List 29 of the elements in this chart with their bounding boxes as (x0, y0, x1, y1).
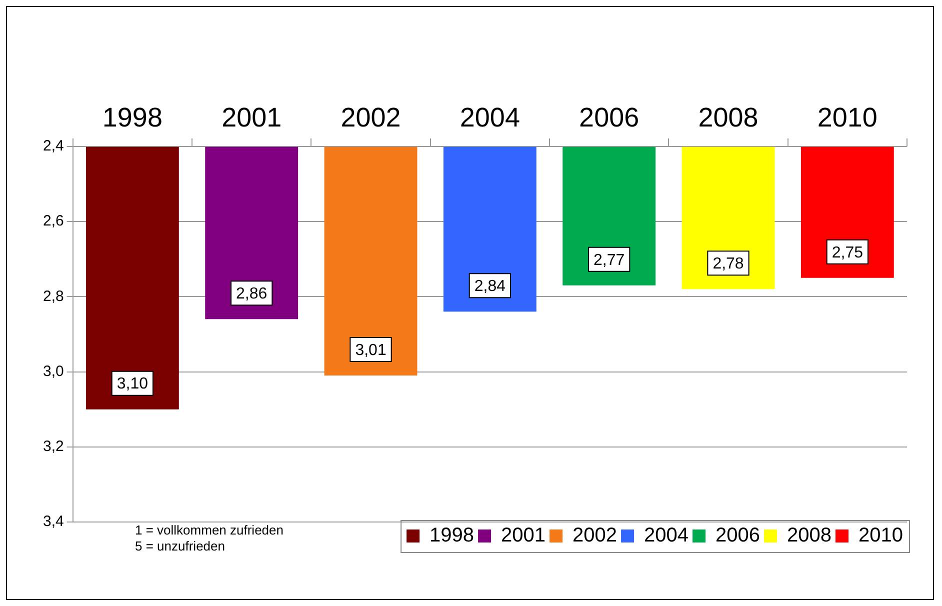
legend-label: 2010 (858, 524, 904, 547)
x-tick-label: 2004 (460, 102, 520, 133)
data-label: 2,75 (832, 244, 864, 262)
data-label: 3,10 (116, 376, 148, 393)
y-tick-label: 3,0 (42, 362, 64, 380)
x-tick-label: 2001 (222, 102, 282, 133)
data-label: 3,01 (355, 342, 386, 359)
x-tick-label: 2006 (579, 102, 640, 133)
legend-label: 2004 (644, 524, 689, 547)
text: 5 = unzufrieden (135, 538, 225, 554)
x-tick-label: 2010 (817, 102, 878, 133)
data-label: 2,86 (236, 286, 268, 303)
legend-label: 2006 (716, 524, 760, 547)
data-label: 2,84 (474, 278, 506, 296)
y-tick-label: 3,2 (42, 438, 64, 456)
data-label: 2,78 (712, 256, 744, 273)
x-tick-label: 2008 (698, 102, 758, 133)
x-tick-label: 1998 (102, 102, 162, 133)
legend-label: 2008 (787, 524, 832, 547)
legend-label: 2002 (572, 524, 618, 547)
legend-label: 1998 (430, 524, 474, 547)
y-tick-label: 2,4 (42, 138, 64, 155)
y-tick-label: 3,4 (42, 513, 64, 530)
data-label: 2,77 (594, 252, 625, 269)
text: 1 = vollkommen zufrieden (135, 522, 284, 538)
y-tick-label: 2,6 (42, 212, 64, 230)
legend-label: 2001 (501, 524, 546, 547)
x-tick-label: 2002 (340, 102, 401, 133)
y-tick-label: 2,8 (42, 288, 64, 305)
